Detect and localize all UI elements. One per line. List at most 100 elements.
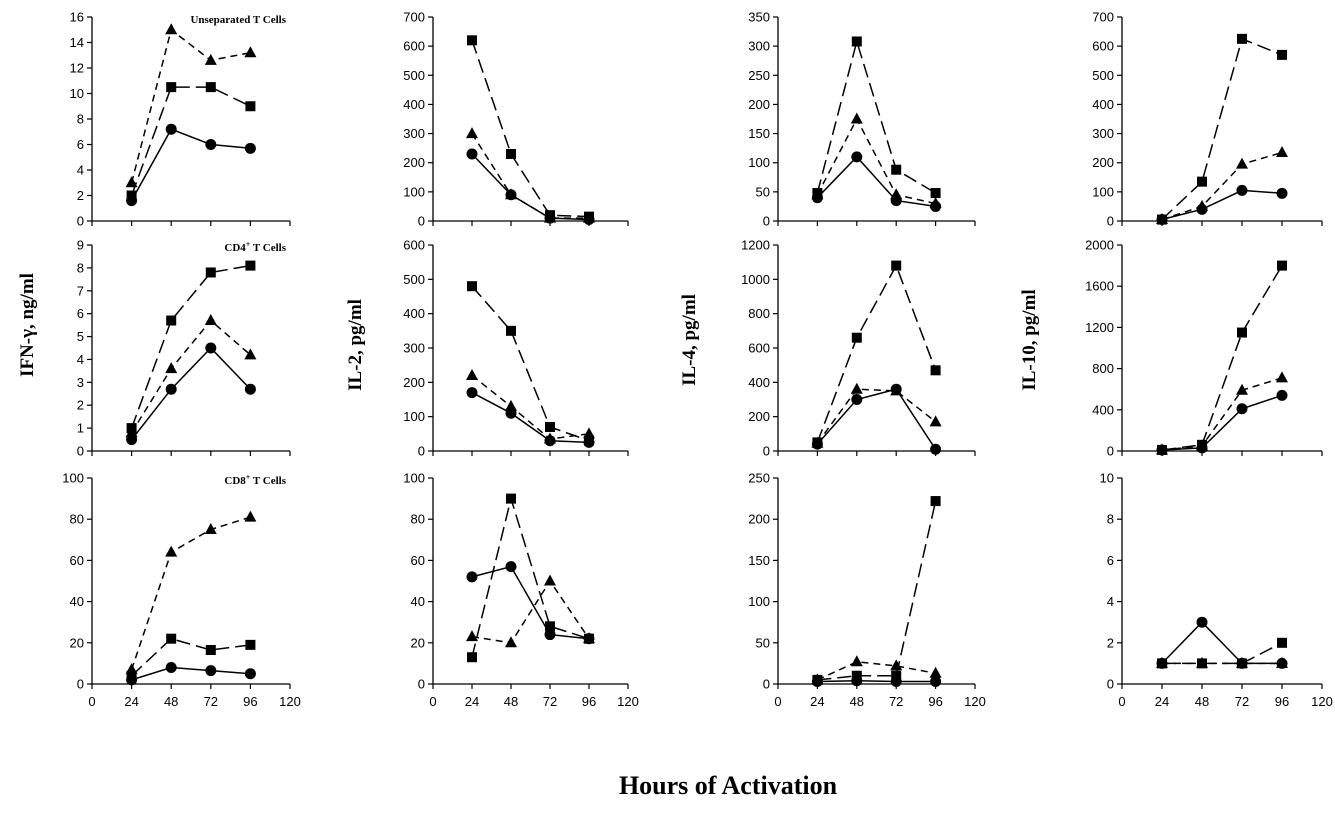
- series-line-triangle: [471, 579, 590, 644]
- data-point-circle: [544, 212, 556, 224]
- y-tick-label: 0: [1107, 214, 1114, 229]
- data-point-circle: [505, 407, 517, 419]
- y-tick-label: 400: [403, 306, 425, 321]
- y-tick-label: 0: [763, 214, 770, 229]
- data-point-square: [891, 670, 902, 681]
- data-point-square: [245, 101, 256, 112]
- y-tick-label: 600: [403, 238, 425, 253]
- series-line-square: [130, 86, 251, 196]
- data-point-circle: [851, 675, 863, 687]
- data-point-square: [205, 267, 216, 278]
- panel-r3-c1: 0 20 40 60 80 100 0 24 48 72 96 120 CD8+ T Cells: [62, 471, 301, 710]
- data-point-circle: [205, 665, 217, 677]
- y-tick-label: 0: [77, 444, 84, 459]
- data-point-triangle: [165, 362, 178, 374]
- series-line-square: [817, 500, 937, 681]
- x-tick-label: 72: [543, 694, 557, 709]
- y-tick-label: 300: [403, 341, 425, 356]
- series-line-circle: [131, 346, 251, 441]
- data-point-triangle: [165, 545, 178, 557]
- y-tick-label: 400: [748, 375, 770, 390]
- data-point-triangle: [1276, 371, 1288, 383]
- y-tick-label: 300: [748, 39, 770, 54]
- data-point-circle: [466, 571, 478, 583]
- series-line-triangle: [1161, 377, 1283, 451]
- x-tick-label: 24: [465, 694, 479, 709]
- y-tick-label: 100: [748, 155, 770, 170]
- y-tick-label: 600: [1092, 39, 1114, 54]
- x-tick-label: 24: [1155, 694, 1169, 709]
- panel-r2-c1: 0 1 2 3 4 5 6 7 8 9 CD4+ T Cells: [77, 238, 291, 459]
- data-point-triangle: [204, 53, 217, 65]
- data-point-circle: [583, 214, 595, 226]
- data-point-circle: [1276, 657, 1288, 669]
- data-point-square: [245, 639, 256, 650]
- x-tick-label: 48: [1195, 694, 1209, 709]
- x-tick-label: 0: [429, 694, 436, 709]
- series-line-triangle: [471, 133, 589, 219]
- data-point-circle: [165, 383, 177, 395]
- panel-r1-c1: 0 2 4 6 8 10 12 14 16 Unseparated T Cells: [70, 10, 291, 229]
- data-point-circle: [466, 148, 478, 160]
- y-tick-label: 40: [411, 594, 425, 609]
- series-line-triangle: [816, 388, 937, 444]
- data-point-triangle: [165, 23, 178, 35]
- y-tick-label: 50: [756, 635, 770, 650]
- series-line-circle: [1161, 394, 1283, 451]
- data-point-triangle: [204, 314, 217, 326]
- series-line-square: [816, 38, 936, 194]
- data-point-circle: [1156, 214, 1168, 226]
- data-point-square: [930, 188, 941, 199]
- data-point-triangle: [929, 415, 942, 427]
- data-point-triangle: [1236, 383, 1248, 395]
- y-tick-label: 500: [403, 68, 425, 83]
- y-tick-label: 8: [77, 260, 84, 275]
- data-point-circle: [126, 674, 138, 686]
- y-tick-label: 150: [748, 126, 770, 141]
- y-tick-label: 600: [748, 341, 770, 356]
- data-point-circle: [1276, 389, 1288, 401]
- data-point-circle: [466, 387, 478, 399]
- data-point-square: [1237, 33, 1247, 44]
- y-tick-label: 0: [763, 444, 770, 459]
- series-line-triangle: [817, 661, 936, 681]
- data-point-square: [851, 36, 862, 47]
- panel-r1-c3: 0 50 100 150 200 250 300 350: [748, 10, 976, 229]
- series-line-square: [131, 637, 251, 677]
- x-axis-title: Hours of Activation: [619, 771, 838, 800]
- y-tick-label: 150: [748, 553, 770, 568]
- data-point-square: [467, 281, 477, 292]
- series-line-circle: [1161, 189, 1283, 221]
- data-point-circle: [244, 383, 256, 395]
- x-tick-label: 48: [504, 694, 518, 709]
- y-tick-label: 200: [748, 512, 770, 527]
- panel-r2-c2: 0 100 200 300 400 500 600: [403, 238, 629, 459]
- data-point-circle: [811, 438, 823, 450]
- data-point-triangle: [850, 655, 863, 667]
- y-tick-label: 1: [77, 421, 84, 436]
- panel-r2-c4: 0 400 800 1200 1600 2000: [1085, 238, 1323, 459]
- y-tick-label: 10: [1100, 471, 1114, 486]
- y-tick-label: 2: [77, 188, 84, 203]
- data-point-circle: [811, 192, 823, 204]
- data-point-circle: [583, 633, 595, 645]
- y-tick-label: 100: [403, 184, 425, 199]
- data-point-triangle: [505, 399, 517, 411]
- data-point-circle: [505, 561, 517, 573]
- data-point-triangle: [244, 46, 257, 58]
- y-tick-label: 400: [403, 97, 425, 112]
- series-line-square: [471, 285, 590, 442]
- y-tick-label: 6: [1107, 553, 1114, 568]
- data-point-triangle: [244, 348, 257, 360]
- y-tick-label: 0: [77, 214, 84, 229]
- y-tick-label: 8: [77, 112, 84, 127]
- data-point-square: [506, 493, 516, 504]
- data-point-circle: [205, 342, 217, 354]
- x-tick-label: 72: [204, 694, 218, 709]
- y-tick-label: 7: [77, 283, 84, 298]
- x-tick-label: 96: [582, 694, 596, 709]
- data-point-square: [930, 365, 941, 376]
- y-tick-label: 500: [403, 272, 425, 287]
- series-line-triangle: [130, 319, 251, 434]
